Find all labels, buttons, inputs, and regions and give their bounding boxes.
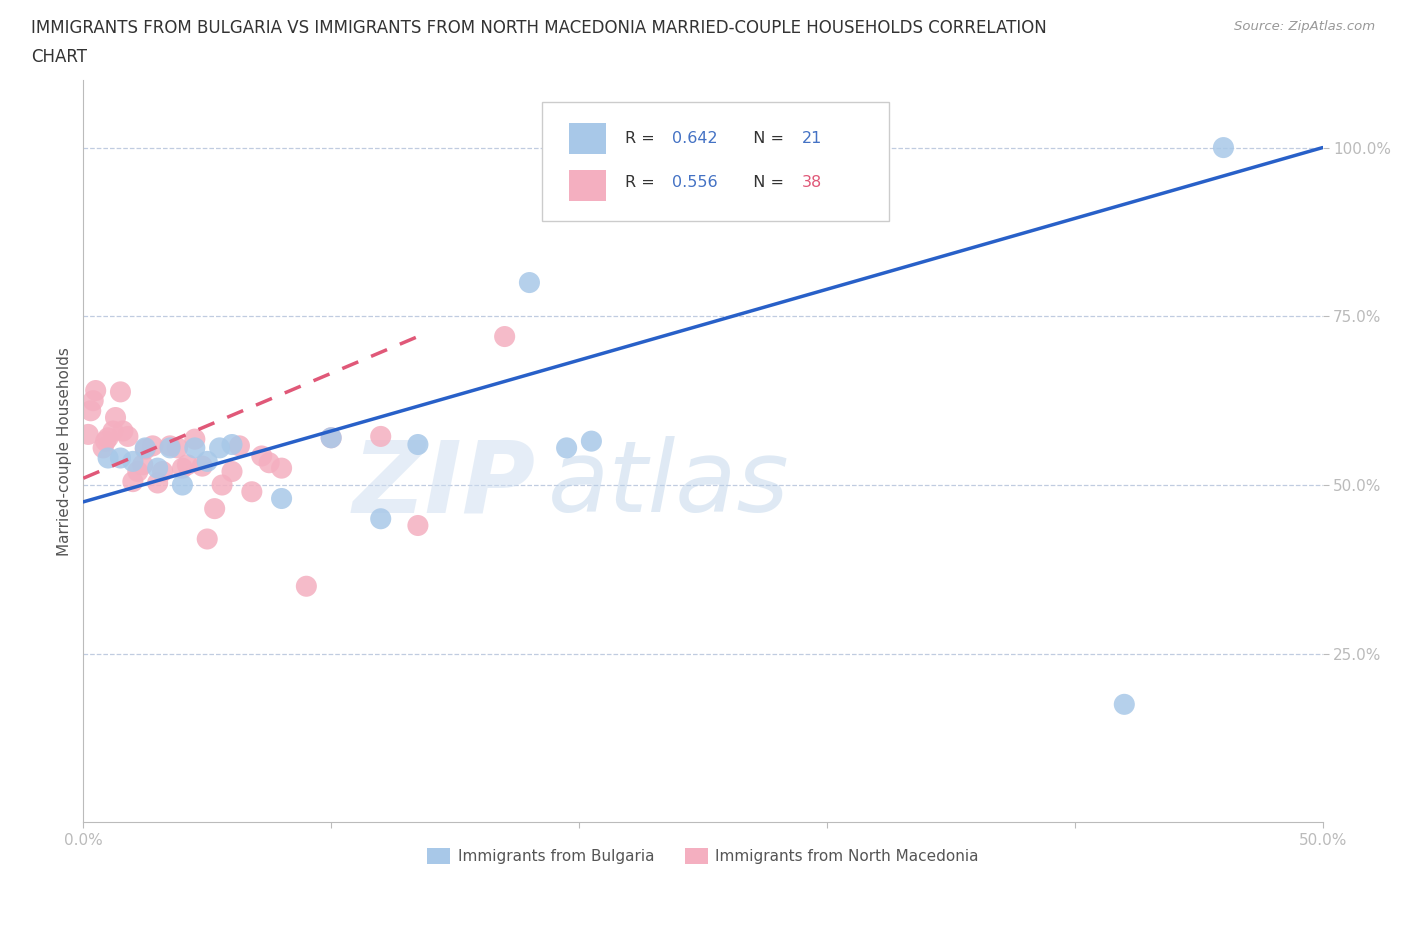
Point <box>110 450 132 465</box>
Point <box>221 437 243 452</box>
Point <box>101 423 124 438</box>
Point <box>195 532 218 547</box>
Point <box>104 410 127 425</box>
Point <box>142 438 165 453</box>
FancyBboxPatch shape <box>541 102 889 221</box>
Point <box>370 429 392 444</box>
Point <box>195 454 218 469</box>
Point <box>172 460 194 475</box>
Text: 0.556: 0.556 <box>672 175 717 190</box>
Point <box>184 432 207 446</box>
Point <box>134 442 156 457</box>
Point <box>80 404 103 418</box>
Point <box>204 501 226 516</box>
Point <box>494 329 516 344</box>
Text: 0.642: 0.642 <box>672 131 717 146</box>
Legend: Immigrants from Bulgaria, Immigrants from North Macedonia: Immigrants from Bulgaria, Immigrants fro… <box>420 843 984 870</box>
Point <box>191 458 214 473</box>
Point <box>146 460 169 475</box>
Text: R =: R = <box>624 131 659 146</box>
Point <box>1212 140 1234 155</box>
Point <box>406 518 429 533</box>
Point <box>166 441 188 456</box>
Point <box>295 578 318 593</box>
Point <box>134 441 156 456</box>
Point <box>208 441 231 456</box>
Point <box>152 464 174 479</box>
Point <box>121 454 143 469</box>
Point <box>146 475 169 490</box>
Point <box>321 431 343 445</box>
Point <box>91 441 114 456</box>
Point <box>228 438 250 453</box>
Text: CHART: CHART <box>31 48 87 66</box>
Point <box>270 491 292 506</box>
Text: Source: ZipAtlas.com: Source: ZipAtlas.com <box>1234 20 1375 33</box>
Point <box>82 393 104 408</box>
Point <box>111 423 134 438</box>
Text: IMMIGRANTS FROM BULGARIA VS IMMIGRANTS FROM NORTH MACEDONIA MARRIED-COUPLE HOUSE: IMMIGRANTS FROM BULGARIA VS IMMIGRANTS F… <box>31 19 1046 36</box>
Point <box>184 441 207 456</box>
Point <box>1114 697 1136 711</box>
Point <box>77 427 100 442</box>
Point <box>94 433 117 448</box>
Point <box>257 456 280 471</box>
Point <box>555 441 578 456</box>
Point <box>132 458 155 472</box>
Point <box>370 512 392 526</box>
Point <box>97 450 120 465</box>
Point <box>110 384 132 399</box>
Y-axis label: Married-couple Households: Married-couple Households <box>58 347 72 556</box>
Point <box>250 448 273 463</box>
Point <box>519 275 541 290</box>
Text: R =: R = <box>624 175 659 190</box>
Bar <box>569 124 606 154</box>
Point <box>581 433 603 448</box>
Point <box>321 431 343 445</box>
Text: N =: N = <box>742 131 789 146</box>
Bar <box>569 170 606 201</box>
Point <box>240 485 263 499</box>
Text: 21: 21 <box>801 131 823 146</box>
Point <box>97 431 120 445</box>
Point <box>121 474 143 489</box>
Point <box>127 464 149 479</box>
Point <box>159 441 181 456</box>
Point <box>270 460 292 475</box>
Text: atlas: atlas <box>548 436 790 533</box>
Text: N =: N = <box>742 175 789 190</box>
Point <box>211 478 233 493</box>
Point <box>159 438 181 453</box>
Point <box>221 464 243 479</box>
Point <box>406 437 429 452</box>
Text: ZIP: ZIP <box>353 436 536 533</box>
Point <box>117 429 139 444</box>
Point <box>84 383 107 398</box>
Point <box>172 478 194 493</box>
Point <box>176 458 198 472</box>
Text: 38: 38 <box>801 175 823 190</box>
